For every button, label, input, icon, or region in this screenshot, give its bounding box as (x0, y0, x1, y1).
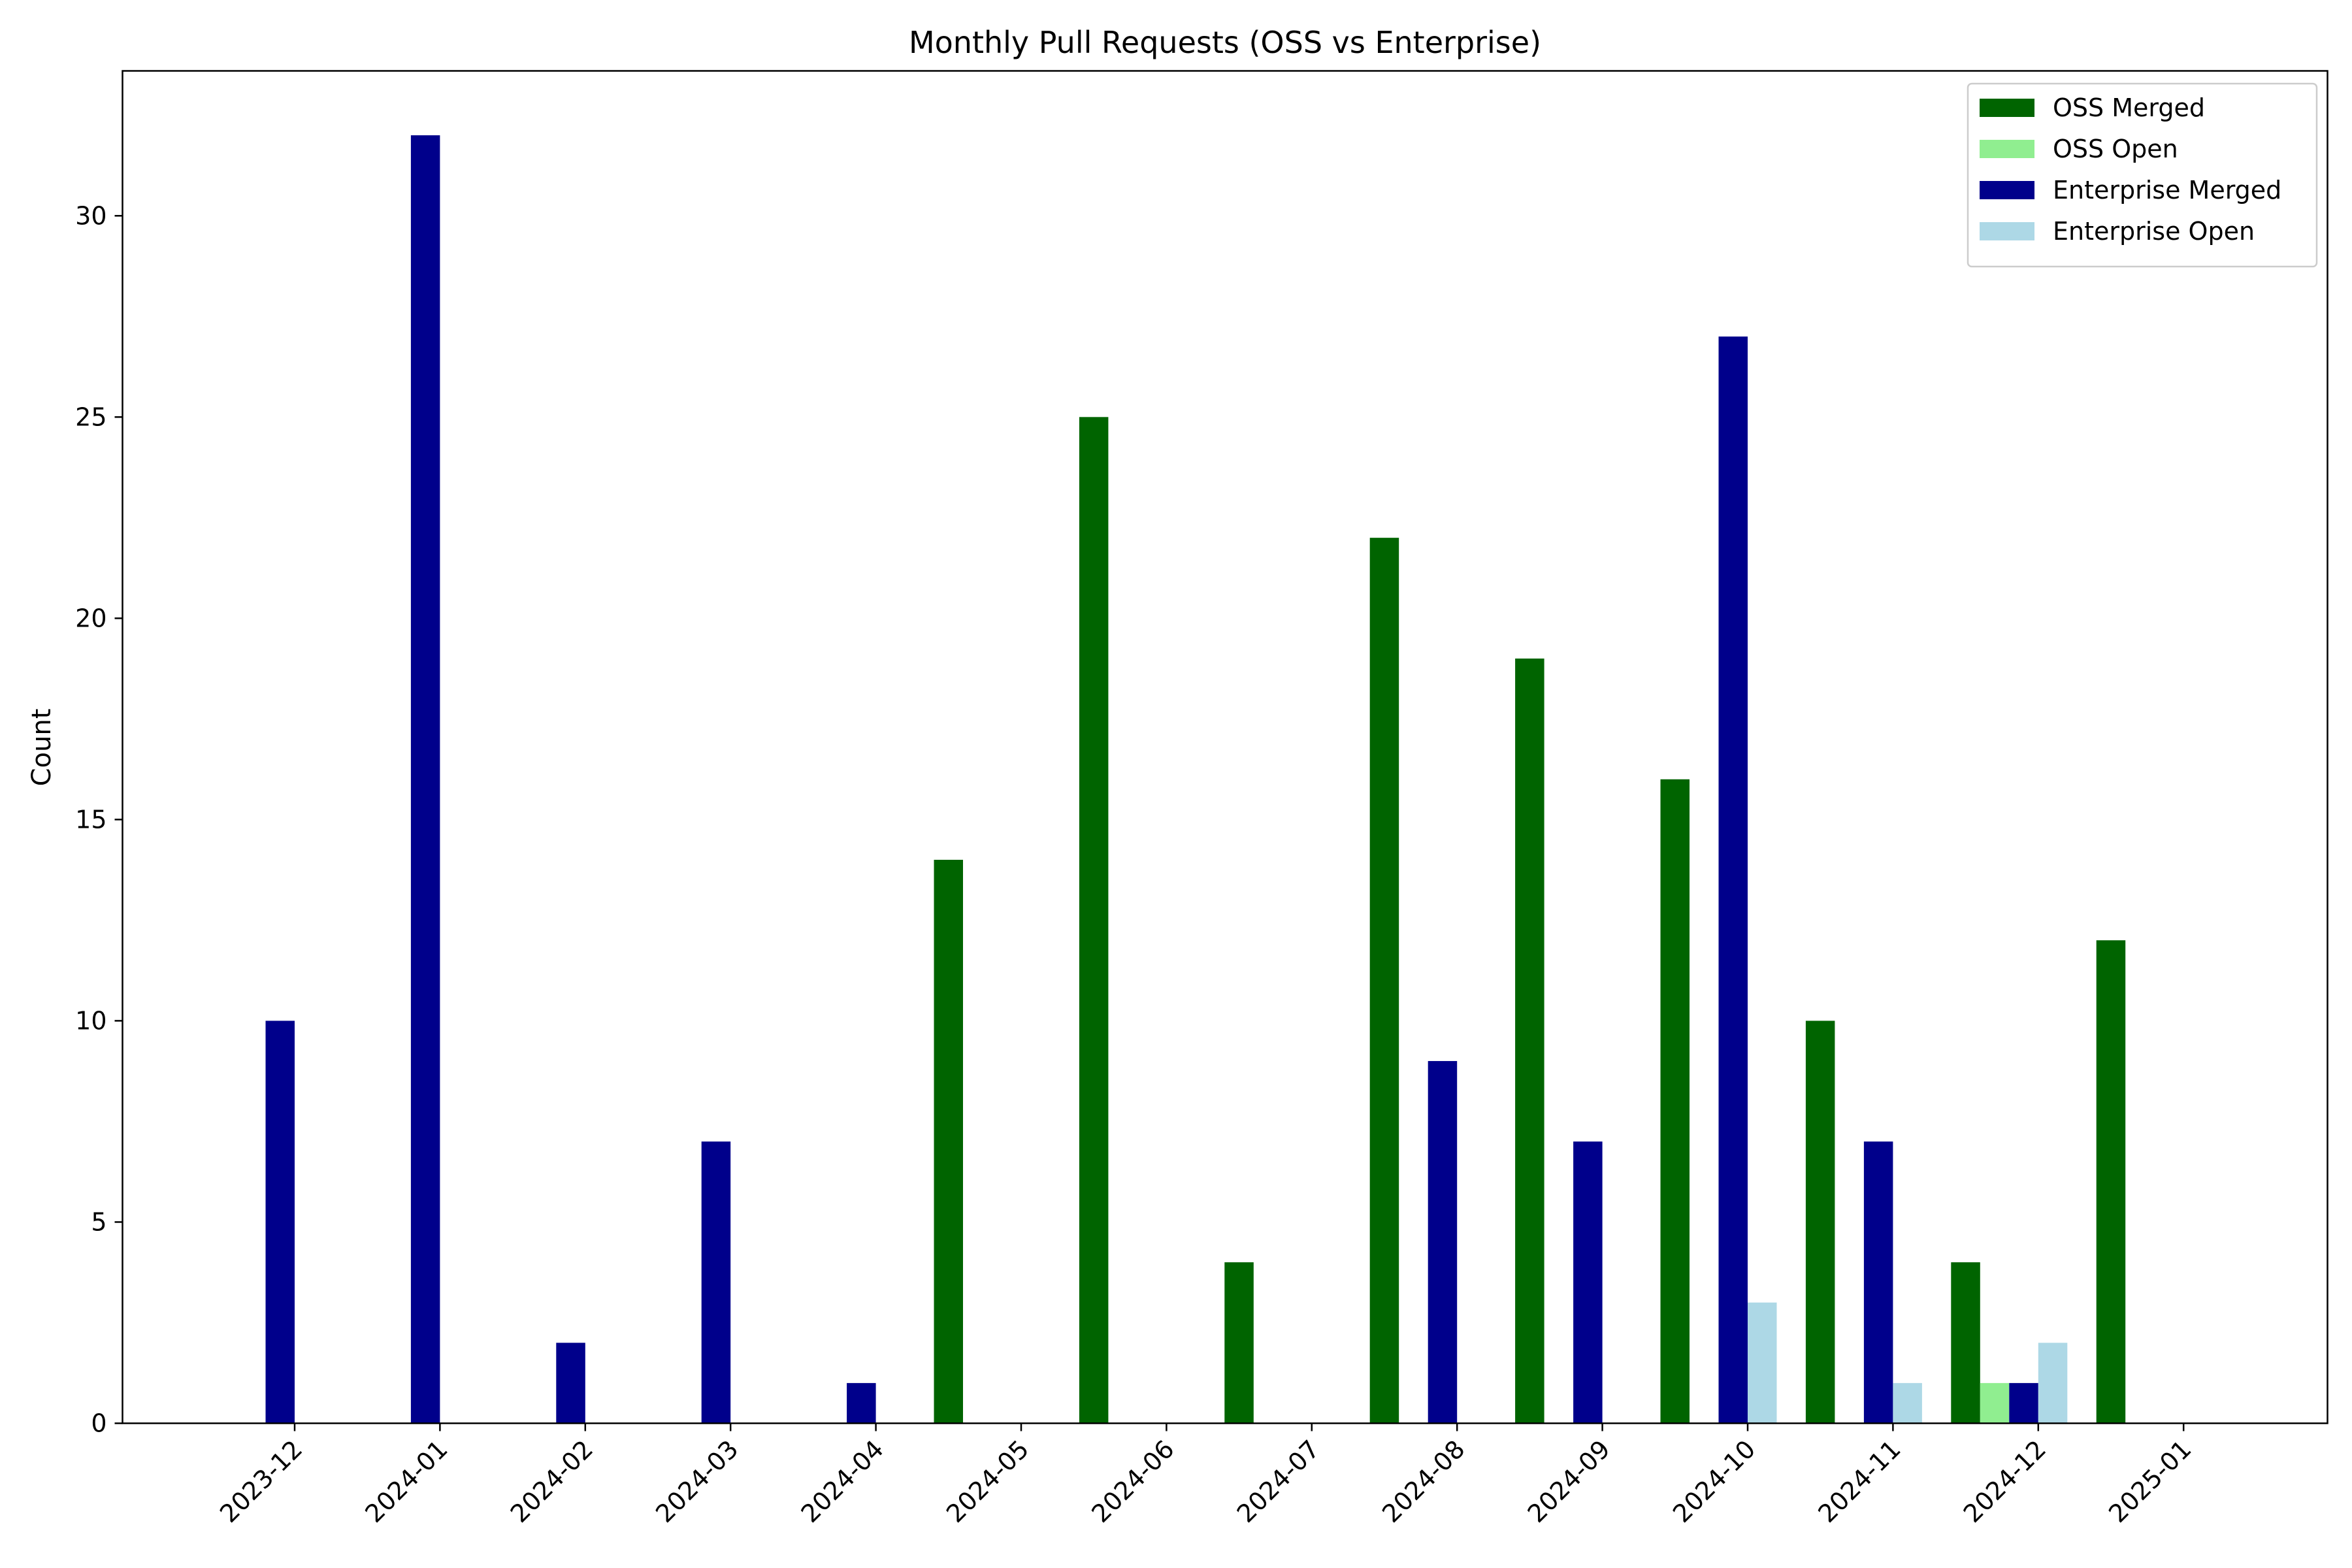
y-axis-label: Count (27, 709, 57, 787)
legend: OSS Merged OSS Open Enterprise Merged Enter… (1967, 82, 2318, 268)
y-tick-label: 20 (75, 604, 106, 632)
bar-enterprise-open-2024-11 (1893, 1382, 1922, 1424)
bar-oss-merged-2024-09 (1515, 658, 1544, 1424)
legend-swatch-oss-merged (1980, 99, 2034, 117)
legend-swatch-enterprise-merged (1980, 181, 2034, 199)
chart-title: Monthly Pull Requests (OSS vs Enterprise… (909, 25, 1541, 60)
plot-frame (122, 70, 2328, 1424)
bar-enterprise-merged-2024-02 (556, 1343, 585, 1424)
legend-label-enterprise-merged: Enterprise Merged (2053, 176, 2281, 204)
bars-group (265, 135, 2126, 1424)
legend-frame (1967, 82, 2318, 268)
bar-oss-merged-2024-12 (1951, 1262, 1980, 1424)
bar-oss-merged-2024-05 (934, 860, 963, 1424)
y-axis: 0 5 10 15 20 25 30 (75, 201, 123, 1438)
bar-oss-merged-2024-08 (1369, 538, 1399, 1424)
y-tick-label: 10 (75, 1006, 106, 1035)
bar-oss-merged-2024-10 (1660, 779, 1690, 1424)
bar-oss-open-2024-12 (1980, 1382, 2010, 1424)
bar-enterprise-merged-2024-04 (847, 1382, 876, 1424)
y-tick-label: 25 (75, 402, 106, 431)
bar-enterprise-merged-2023-12 (265, 1021, 295, 1424)
bar-oss-merged-2024-06 (1079, 417, 1109, 1424)
y-tick-label: 15 (75, 805, 106, 834)
legend-swatch-enterprise-open (1980, 222, 2034, 240)
bar-enterprise-merged-2024-11 (1863, 1141, 1893, 1424)
legend-label-oss-merged: OSS Merged (2053, 93, 2205, 122)
bar-enterprise-merged-2024-01 (410, 135, 440, 1424)
bar-enterprise-open-2024-12 (2038, 1343, 2068, 1424)
y-tick-label: 5 (91, 1207, 106, 1236)
bar-enterprise-merged-2024-08 (1428, 1061, 1458, 1424)
y-tick-label: 0 (91, 1409, 106, 1438)
bar-oss-merged-2025-01 (2096, 940, 2126, 1424)
bar-oss-merged-2024-11 (1805, 1021, 1835, 1424)
bar-oss-merged-2024-07 (1224, 1262, 1254, 1424)
legend-label-enterprise-open: Enterprise Open (2053, 217, 2255, 246)
legend-label-oss-open: OSS Open (2053, 135, 2178, 163)
bar-enterprise-merged-2024-09 (1573, 1141, 1603, 1424)
bar-enterprise-merged-2024-10 (1718, 336, 1748, 1424)
y-tick-label: 30 (75, 201, 106, 230)
legend-swatch-oss-open (1980, 140, 2034, 158)
bar-enterprise-merged-2024-03 (701, 1141, 731, 1424)
bar-enterprise-open-2024-10 (1748, 1302, 1777, 1424)
bar-enterprise-merged-2024-12 (2009, 1382, 2038, 1424)
